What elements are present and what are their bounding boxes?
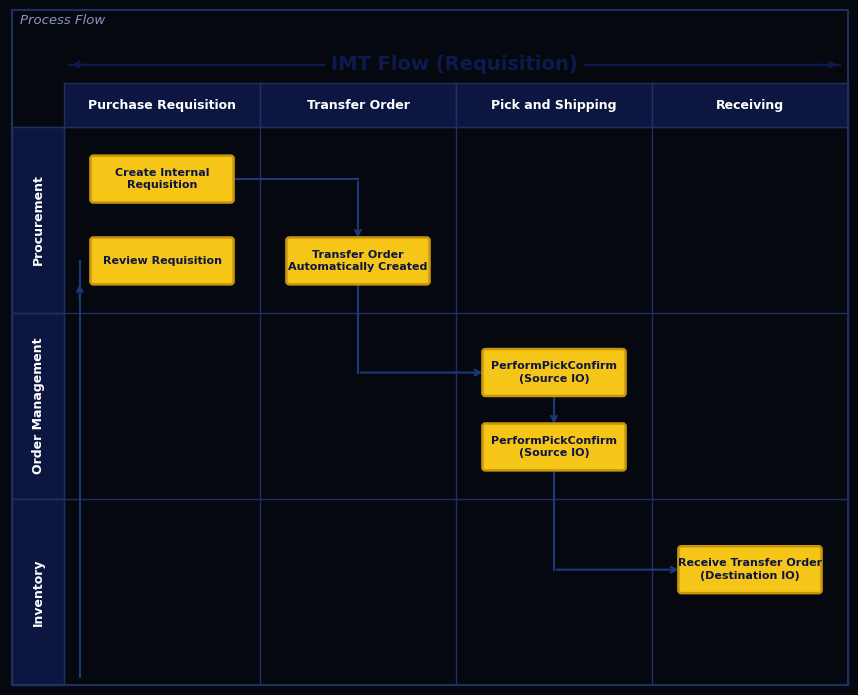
Bar: [652, 83, 848, 127]
Text: Transfer Order
Automatically Created: Transfer Order Automatically Created: [288, 250, 427, 272]
FancyBboxPatch shape: [287, 238, 430, 284]
Text: Purchase Requisition: Purchase Requisition: [88, 99, 236, 111]
Text: Order Management: Order Management: [32, 338, 45, 474]
Text: PerformPickConfirm
(Source IO): PerformPickConfirm (Source IO): [491, 436, 617, 458]
Text: Receive Transfer Order
(Destination IO): Receive Transfer Order (Destination IO): [678, 559, 822, 581]
Text: Procurement: Procurement: [32, 174, 45, 265]
Text: Transfer Order: Transfer Order: [306, 99, 409, 111]
Bar: [12, 499, 64, 685]
FancyBboxPatch shape: [482, 423, 625, 471]
FancyBboxPatch shape: [90, 238, 233, 284]
Text: PerformPickConfirm
(Source IO): PerformPickConfirm (Source IO): [491, 361, 617, 384]
Bar: [456, 83, 652, 127]
Text: Process Flow: Process Flow: [20, 14, 106, 27]
Bar: [260, 83, 456, 127]
Text: Receiving: Receiving: [716, 99, 784, 111]
Bar: [12, 313, 64, 499]
FancyBboxPatch shape: [90, 156, 233, 202]
Bar: [12, 127, 64, 313]
Text: Create Internal
Requisition: Create Internal Requisition: [115, 168, 209, 190]
Text: Inventory: Inventory: [32, 558, 45, 626]
Bar: [64, 127, 848, 685]
Text: IMT Flow (Requisition): IMT Flow (Requisition): [331, 56, 578, 74]
Text: Pick and Shipping: Pick and Shipping: [492, 99, 617, 111]
FancyBboxPatch shape: [679, 546, 822, 593]
Bar: [64, 83, 260, 127]
FancyBboxPatch shape: [482, 349, 625, 396]
Text: Review Requisition: Review Requisition: [102, 256, 221, 266]
